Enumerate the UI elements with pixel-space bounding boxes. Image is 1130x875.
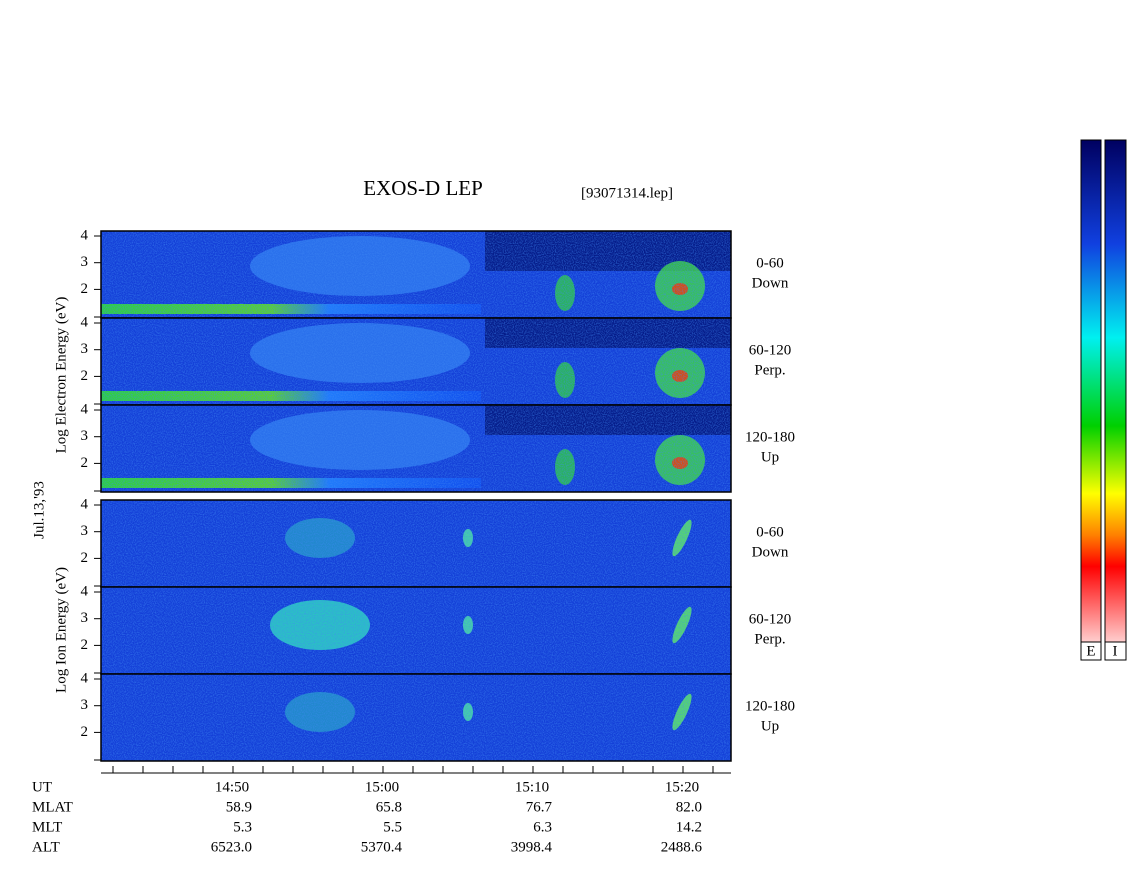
ephemeris-value: 82.0	[676, 799, 702, 815]
y-tick-label: 4	[81, 401, 89, 417]
noise	[101, 318, 731, 405]
y-tick-label: 3	[81, 341, 89, 357]
y-tick-label: 2	[81, 550, 89, 566]
ephemeris-value: 3998.4	[511, 839, 553, 855]
direction-label: Perp.	[754, 362, 785, 378]
y-tick-label: 2	[81, 637, 89, 653]
y-tick-label: 3	[81, 254, 89, 270]
time-label: 15:10	[515, 779, 549, 795]
row-label: MLT	[32, 819, 62, 835]
row-label: UT	[32, 779, 52, 795]
panel-frame	[100, 404, 732, 493]
y-tick-label: 3	[81, 697, 89, 713]
direction-label: Up	[761, 449, 779, 465]
colorbar-i	[1104, 139, 1127, 661]
colorbar-label: E	[1086, 643, 1095, 659]
y-tick-label: 4	[81, 314, 89, 330]
direction-label: Perp.	[754, 631, 785, 647]
colorbar-label: I	[1113, 643, 1118, 659]
noise	[101, 674, 731, 761]
y-tick-label: 2	[81, 281, 89, 297]
title: EXOS-D LEP	[363, 176, 483, 200]
time-label: 14:50	[215, 779, 249, 795]
colorbar-e	[1080, 139, 1102, 661]
y-tick-label: 4	[81, 496, 89, 512]
ephemeris-value: 58.9	[226, 799, 252, 815]
direction-label: Down	[752, 544, 789, 560]
y-tick-label: 2	[81, 368, 89, 384]
noise	[101, 500, 731, 587]
y-tick-label: 3	[81, 610, 89, 626]
y-tick-label: 2	[81, 455, 89, 471]
ephemeris-value: 14.2	[676, 819, 702, 835]
noise	[101, 231, 731, 318]
ephemeris-value: 5370.4	[361, 839, 403, 855]
y-tick-label: 2	[81, 724, 89, 740]
y-tick-label: 4	[81, 670, 89, 686]
y-tick-label: 4	[81, 227, 89, 243]
ephemeris-value: 2488.6	[661, 839, 703, 855]
angle-label: 120-180	[745, 429, 795, 445]
angle-label: 120-180	[745, 698, 795, 714]
date: Jul.13,'93	[31, 481, 47, 539]
ephemeris-value: 76.7	[526, 799, 553, 815]
file-name: [93071314.lep]	[581, 185, 673, 201]
angle-label: 60-120	[749, 611, 792, 627]
noise	[101, 405, 731, 492]
y-tick-label: 3	[81, 523, 89, 539]
ephemeris-value: 6523.0	[211, 839, 252, 855]
direction-label: Up	[761, 718, 779, 734]
direction-label: Down	[752, 275, 789, 291]
row-label: ALT	[32, 839, 60, 855]
angle-label: 60-120	[749, 342, 792, 358]
y-tick-label: 3	[81, 428, 89, 444]
ephemeris-value: 65.8	[376, 799, 402, 815]
row-label: MLAT	[32, 799, 73, 815]
panel-frame	[100, 673, 732, 762]
colorbar-box	[1104, 641, 1127, 661]
angle-label: 0-60	[756, 524, 784, 540]
ephemeris-value: 5.5	[383, 819, 402, 835]
ephemeris-value: 6.3	[533, 819, 552, 835]
ephemeris-value: 5.3	[233, 819, 252, 835]
y-tick-label: 4	[81, 583, 89, 599]
ion-axis-label: Log Ion Energy (eV)	[53, 567, 69, 693]
colorbar-box	[1080, 641, 1102, 661]
time-label: 15:00	[365, 779, 399, 795]
electron-axis-label: Log Electron Energy (eV)	[53, 297, 69, 454]
angle-label: 0-60	[756, 255, 784, 271]
time-label: 15:20	[665, 779, 699, 795]
noise	[101, 587, 731, 674]
